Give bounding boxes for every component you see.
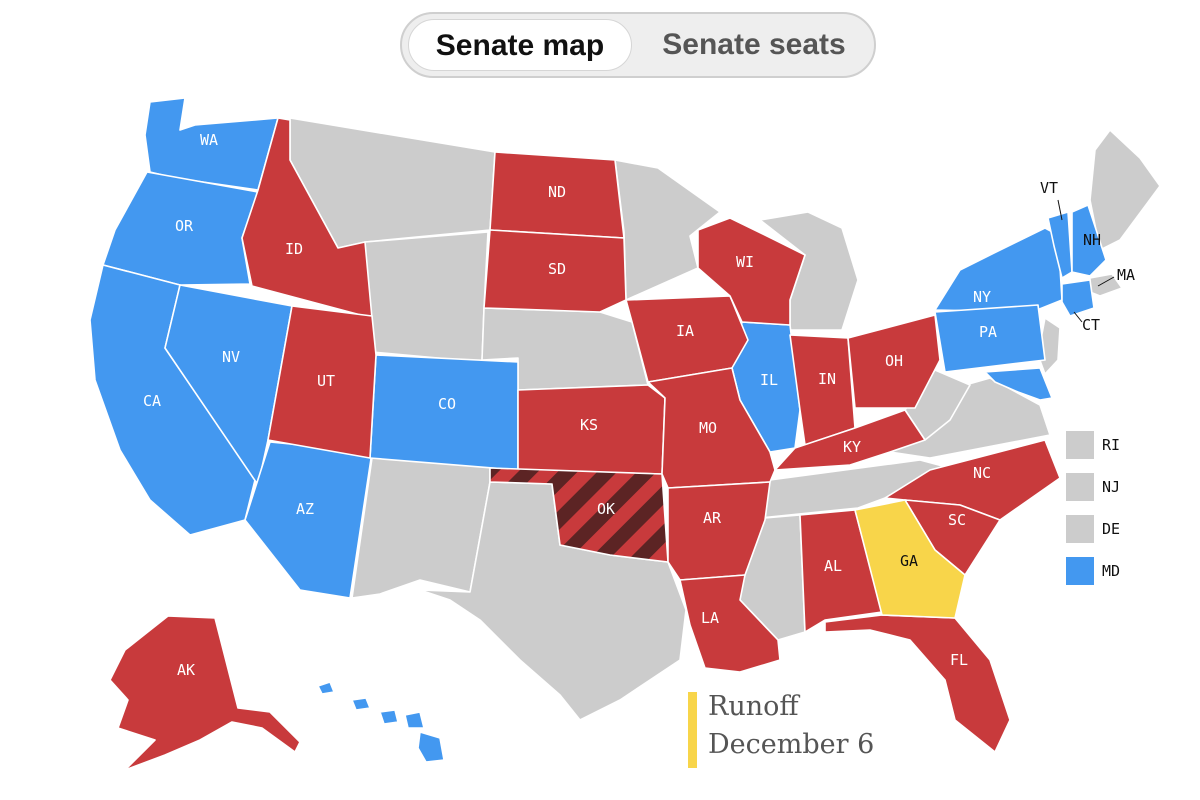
label-NV: NV [222, 348, 240, 366]
state-labels: WA OR CA NV AZ CO IL NY PA NH ID UT ND S… [143, 131, 1101, 679]
label-FL: FL [950, 651, 968, 669]
gray-states [289, 117, 1161, 721]
external-labels: VT MA CT [1040, 179, 1135, 334]
label-UT: UT [317, 372, 335, 390]
label-NH: NH [1083, 231, 1101, 249]
legend-swatch [1066, 473, 1094, 501]
state-SD[interactable] [483, 229, 627, 313]
label-WA: WA [200, 131, 218, 149]
legend-label: NJ [1102, 478, 1121, 496]
label-AZ: AZ [296, 500, 314, 518]
legend-swatch [1066, 515, 1094, 543]
runoff-text: Runoff December 6 [708, 688, 874, 764]
label-CO: CO [438, 395, 456, 413]
state-CT[interactable] [1061, 279, 1095, 317]
legend-label: DE [1102, 520, 1121, 538]
label-SC: SC [948, 511, 966, 529]
label-PA: PA [979, 323, 997, 341]
legend-swatch [1066, 431, 1094, 459]
state-MO[interactable] [647, 367, 776, 489]
state-OH[interactable] [847, 314, 941, 409]
state-NM[interactable] [351, 457, 491, 599]
label-AL: AL [824, 557, 842, 575]
label-LA: LA [701, 609, 719, 627]
label-NC: NC [973, 464, 991, 482]
label-CT: CT [1082, 316, 1100, 334]
label-KS: KS [580, 416, 598, 434]
state-IN[interactable] [789, 334, 856, 446]
leader-VT [1057, 199, 1063, 221]
label-WI: WI [736, 253, 754, 271]
rep-states [109, 117, 1061, 771]
label-GA: GA [900, 552, 918, 570]
leader-CT [1073, 311, 1083, 323]
state-AL[interactable] [799, 509, 883, 633]
state-VT[interactable] [1047, 211, 1073, 279]
legend-item-de[interactable]: DE [1066, 508, 1120, 550]
state-MD[interactable] [984, 367, 1053, 401]
label-IL: IL [760, 371, 778, 389]
label-AR: AR [703, 509, 722, 527]
state-GA[interactable] [854, 499, 966, 619]
state-AZ[interactable] [244, 441, 373, 599]
label-VT: VT [1040, 179, 1058, 197]
small-states-legend: RI NJ DE MD [1066, 424, 1120, 592]
label-SD: SD [548, 260, 566, 278]
state-PA[interactable] [934, 304, 1046, 373]
state-NH[interactable] [1071, 204, 1107, 277]
tab-senate-map[interactable]: Senate map [408, 19, 632, 71]
label-NY: NY [973, 288, 991, 306]
state-LA[interactable] [679, 574, 781, 673]
runoff-color-bar [688, 692, 697, 768]
label-AK: AK [177, 661, 195, 679]
label-ID: ID [285, 240, 303, 258]
leader-MA [1097, 276, 1115, 287]
label-IN: IN [818, 370, 836, 388]
state-WI[interactable] [697, 217, 806, 326]
state-AK[interactable] [109, 615, 301, 771]
label-IA: IA [676, 322, 694, 340]
runoff-line-1: Runoff [708, 691, 799, 722]
label-MO: MO [699, 419, 717, 437]
state-OK[interactable] [489, 467, 669, 563]
label-ND: ND [548, 183, 566, 201]
label-OK: OK [597, 500, 615, 518]
legend-item-ri[interactable]: RI [1066, 424, 1120, 466]
state-ME[interactable] [1089, 129, 1161, 251]
runoff-line-2: December 6 [708, 729, 875, 760]
state-KY[interactable] [774, 409, 926, 471]
state-HI[interactable] [317, 681, 445, 763]
label-MA: MA [1117, 266, 1135, 284]
legend-item-md[interactable]: MD [1066, 550, 1120, 592]
label-OR: OR [175, 217, 194, 235]
label-OH: OH [885, 352, 903, 370]
dem-states [89, 97, 1107, 763]
legend-label: MD [1102, 562, 1121, 580]
tab-senate-seats[interactable]: Senate seats [638, 19, 870, 71]
state-NY[interactable] [934, 227, 1063, 313]
state-ID[interactable] [241, 117, 373, 319]
label-KY: KY [843, 438, 861, 456]
map-view-toggle: Senate map Senate seats [400, 12, 876, 78]
legend-label: RI [1102, 436, 1121, 454]
legend-item-nj[interactable]: NJ [1066, 466, 1120, 508]
state-UT[interactable] [267, 305, 377, 459]
legend-swatch [1066, 557, 1094, 585]
label-CA: CA [143, 392, 161, 410]
